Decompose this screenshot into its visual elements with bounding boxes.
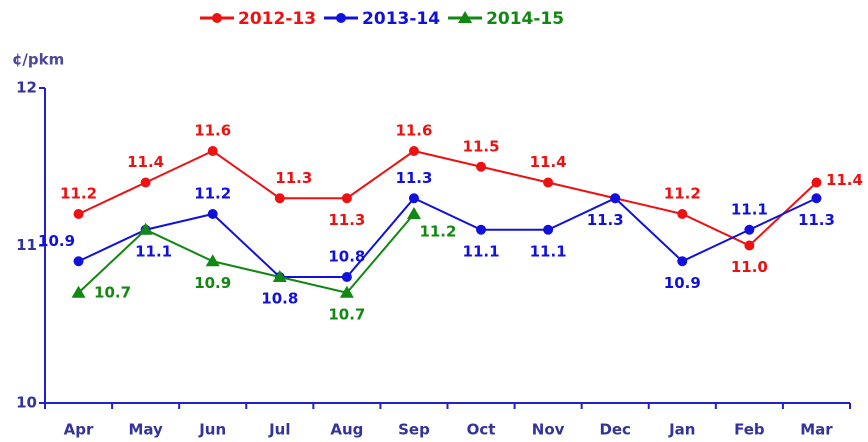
data-label: 11.3 bbox=[328, 211, 365, 229]
x-tick-label: Jun bbox=[198, 421, 226, 439]
marker bbox=[408, 146, 419, 156]
x-tick-label: Oct bbox=[467, 421, 496, 439]
marker bbox=[476, 161, 487, 172]
marker bbox=[406, 207, 421, 219]
data-label: 11.3 bbox=[798, 211, 835, 229]
marker bbox=[207, 209, 218, 219]
x-tick-label: Sep bbox=[398, 421, 430, 439]
marker bbox=[610, 193, 621, 204]
legend-marker bbox=[458, 11, 473, 23]
series-line bbox=[77, 213, 415, 294]
marker bbox=[744, 240, 755, 251]
marker bbox=[811, 177, 822, 188]
data-label: 11.0 bbox=[731, 258, 768, 276]
x-tick-label: Mar bbox=[800, 421, 833, 439]
data-label: 11.1 bbox=[135, 242, 172, 260]
data-label: 11.5 bbox=[463, 137, 500, 155]
data-label: 11.4 bbox=[826, 171, 863, 189]
legend-label: 2012-13 bbox=[238, 9, 316, 29]
data-label: 11.1 bbox=[731, 200, 768, 218]
marker bbox=[71, 285, 86, 298]
y-tick-label: 10 bbox=[16, 394, 37, 412]
y-tick-label: 11 bbox=[16, 236, 37, 254]
x-tick-label: Dec bbox=[599, 421, 631, 439]
marker bbox=[677, 209, 688, 219]
marker bbox=[744, 224, 755, 235]
series-line bbox=[78, 149, 818, 247]
data-label: 11.2 bbox=[419, 223, 456, 241]
marker bbox=[543, 177, 554, 188]
data-label: 10.8 bbox=[261, 290, 298, 308]
data-label: 11.4 bbox=[530, 153, 567, 171]
data-label: 11.1 bbox=[530, 242, 567, 260]
marker bbox=[341, 272, 352, 282]
series-line bbox=[78, 197, 817, 278]
marker bbox=[272, 270, 287, 282]
y-tick-label: 12 bbox=[16, 79, 37, 97]
data-label: 10.8 bbox=[328, 248, 365, 266]
marker bbox=[476, 224, 487, 235]
data-label: 10.9 bbox=[664, 274, 701, 292]
legend-marker bbox=[336, 13, 347, 23]
data-label: 10.7 bbox=[94, 283, 131, 301]
data-label: 11.2 bbox=[194, 185, 231, 203]
marker bbox=[408, 193, 419, 204]
data-label: 11.1 bbox=[463, 242, 500, 260]
x-tick-label: Jul bbox=[268, 421, 290, 439]
x-tick-label: Feb bbox=[734, 421, 765, 439]
legend-label: 2013-14 bbox=[362, 9, 440, 29]
data-label: 11.3 bbox=[275, 169, 312, 187]
data-label: 11.6 bbox=[194, 122, 231, 140]
x-tick-label: Apr bbox=[64, 421, 94, 439]
marker bbox=[73, 256, 84, 267]
data-label: 11.3 bbox=[587, 211, 624, 229]
data-label: 10.9 bbox=[38, 232, 75, 250]
marker bbox=[543, 224, 554, 235]
data-label: 11.2 bbox=[60, 185, 97, 203]
marker bbox=[274, 193, 285, 204]
legend-label: 2014-15 bbox=[486, 9, 564, 29]
data-label: 10.7 bbox=[328, 305, 365, 323]
data-label: 11.4 bbox=[127, 153, 164, 171]
x-tick-label: Aug bbox=[330, 421, 363, 439]
marker bbox=[207, 146, 218, 156]
marker bbox=[341, 193, 352, 204]
marker bbox=[138, 222, 153, 235]
marker bbox=[339, 285, 354, 298]
data-label: 11.3 bbox=[395, 169, 432, 187]
data-label: 11.6 bbox=[395, 122, 432, 140]
data-label: 11.2 bbox=[664, 185, 701, 203]
marker bbox=[73, 209, 84, 219]
marker bbox=[140, 177, 151, 188]
data-label: 10.9 bbox=[194, 274, 231, 292]
y-axis-label: ¢/pkm bbox=[12, 51, 64, 69]
marker bbox=[811, 193, 822, 204]
marker bbox=[205, 254, 220, 267]
x-tick-label: Jan bbox=[668, 421, 695, 439]
legend-marker bbox=[212, 13, 222, 23]
marker bbox=[677, 256, 688, 267]
x-tick-label: Nov bbox=[532, 421, 565, 439]
x-tick-label: May bbox=[128, 421, 163, 439]
